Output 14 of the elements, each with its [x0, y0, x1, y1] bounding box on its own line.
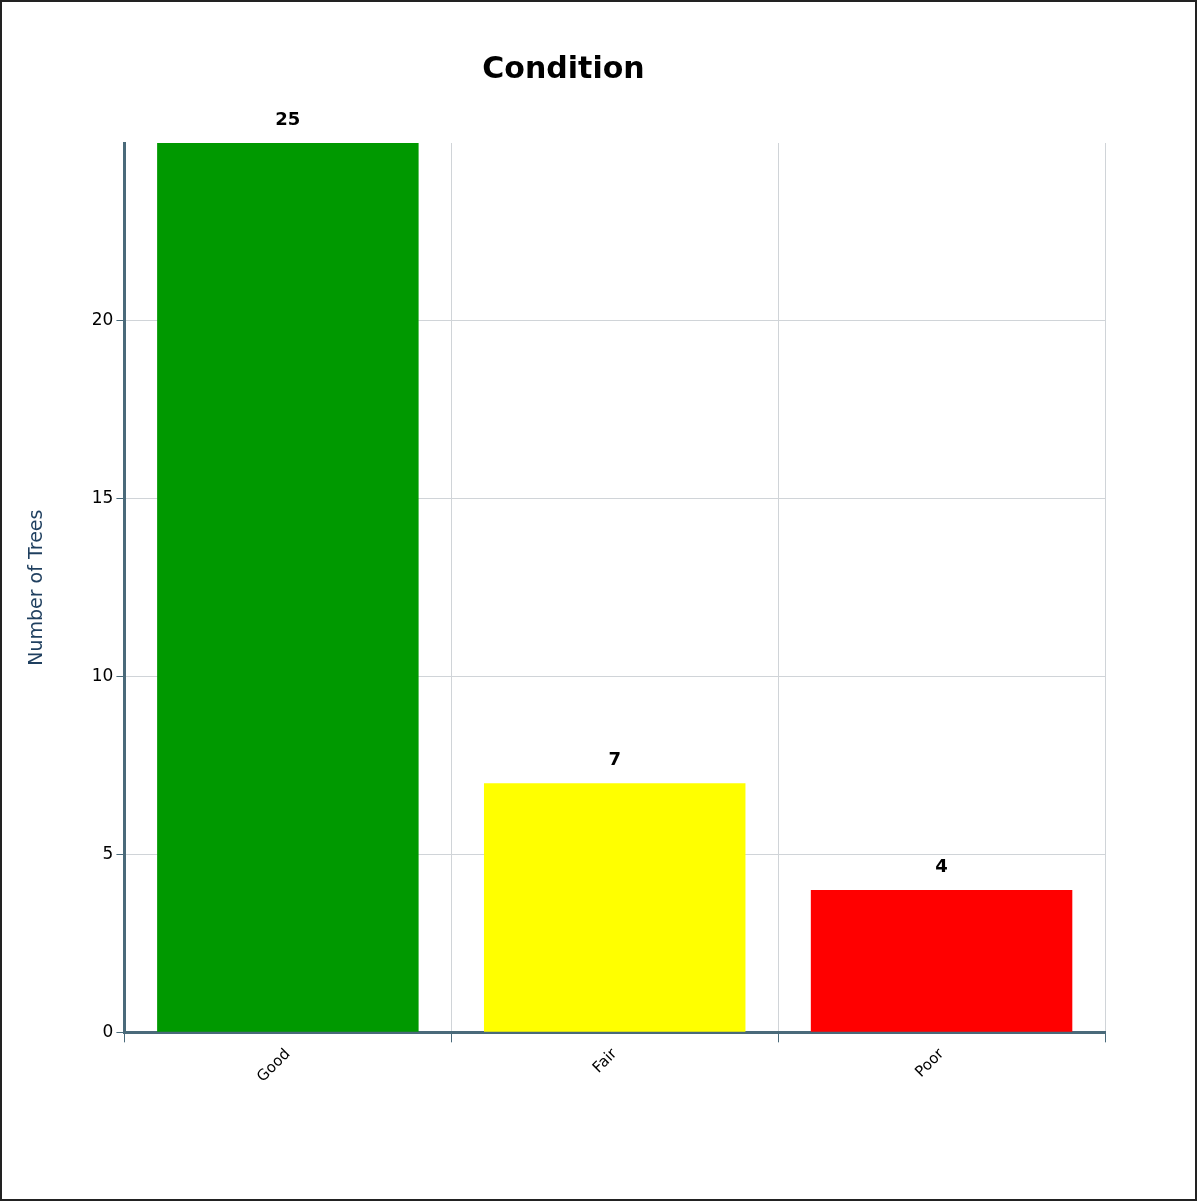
y-tick-label: 15: [91, 487, 114, 508]
y-tick-label: 10: [91, 665, 114, 686]
y-axis-title: Number of Trees: [24, 509, 47, 666]
data-label: 4: [935, 854, 948, 876]
y-tick-label: 0: [102, 1020, 114, 1041]
data-label: 25: [275, 107, 301, 129]
y-tick-label: 5: [102, 842, 114, 863]
chart-title: Condition: [482, 49, 645, 85]
bar: [483, 783, 746, 1032]
bar: [157, 143, 419, 1032]
y-tick-label: 20: [91, 309, 114, 330]
data-label: 7: [608, 748, 621, 769]
bar: [810, 890, 1073, 1032]
x-tick-label: Fair: [588, 1043, 621, 1077]
